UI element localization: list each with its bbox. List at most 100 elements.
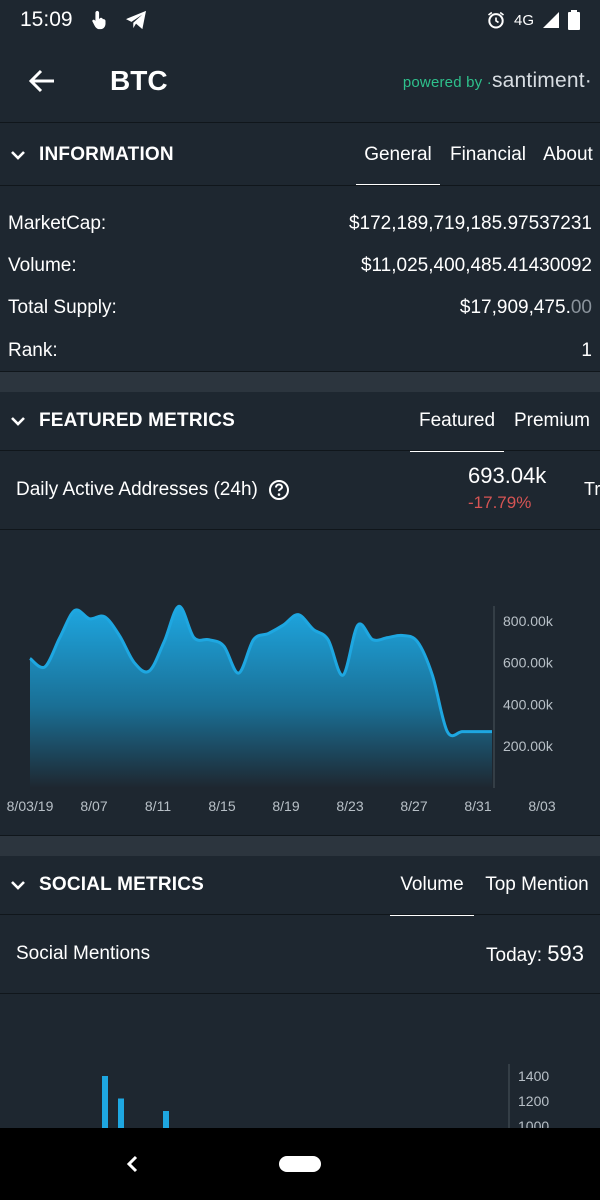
info-label: Total Supply:: [8, 296, 117, 318]
social-bar: [102, 1076, 108, 1128]
hand-gesture-icon: [91, 10, 106, 30]
chevron-down-icon: [11, 151, 25, 160]
brand-name: santiment·: [491, 69, 592, 92]
powered-by-badge[interactable]: powered by ·santiment·: [403, 69, 592, 93]
metric-change: -17.79%: [468, 493, 532, 512]
metric-overflow-text: Tr: [584, 479, 600, 499]
x-tick-label: 8/15: [208, 798, 235, 814]
social-y-tick-label: 1200: [518, 1093, 549, 1109]
divider: [0, 450, 600, 451]
information-section-header: INFORMATION General Financial About: [0, 124, 600, 186]
divider: [0, 122, 600, 123]
info-value: $11,025,400,485.41430092: [360, 254, 592, 276]
status-bar: 15:09 4G: [0, 0, 600, 40]
nav-home-button[interactable]: [279, 1156, 321, 1172]
social-bar: [163, 1111, 169, 1128]
y-tick-label: 800.00k: [503, 613, 554, 629]
information-tabs: General Financial About: [356, 124, 600, 186]
collapse-social-button[interactable]: [0, 880, 36, 890]
info-value: $17,909,475.00: [460, 297, 592, 319]
x-tick-label: 8/03/19: [7, 798, 54, 814]
signal-icon: [543, 12, 559, 28]
x-tick-label: 8/23: [336, 798, 363, 814]
status-time: 15:09: [20, 8, 73, 31]
nav-back-icon[interactable]: [120, 1148, 144, 1180]
featured-tabs: Featured Premium: [410, 390, 600, 452]
network-type: 4G: [513, 11, 534, 29]
info-value-decimals: 00: [570, 296, 592, 318]
arrow-left-icon: [28, 69, 54, 93]
back-button[interactable]: [0, 40, 84, 122]
x-tick-label: 8/11: [145, 798, 171, 814]
info-row-marketcap: MarketCap: $172,189,719,185.97537231: [0, 203, 600, 244]
social-tabs: Volume Top Mention: [390, 854, 600, 916]
tab-about[interactable]: About: [543, 144, 593, 165]
info-row-total-supply: Total Supply: $17,909,475.00: [0, 287, 600, 328]
divider: [0, 835, 600, 836]
y-tick-label: 400.00k: [503, 696, 554, 712]
area-fill: [30, 606, 492, 788]
divider: [0, 529, 600, 530]
x-tick-label: 8/03: [528, 798, 555, 814]
social-bar: [118, 1098, 124, 1128]
info-label: Volume:: [8, 254, 77, 276]
battery-icon: [568, 10, 580, 30]
metric-row[interactable]: Daily Active Addresses (24h) 693.04k -17…: [0, 451, 600, 529]
alarm-icon: [487, 11, 504, 29]
section-gap: [0, 836, 600, 856]
info-value: 1: [581, 339, 592, 361]
tab-general[interactable]: General: [356, 124, 440, 186]
info-label: MarketCap:: [8, 212, 107, 234]
info-label: Rank:: [8, 339, 58, 361]
page-title: BTC: [110, 65, 168, 96]
x-tick-label: 8/07: [80, 798, 107, 814]
info-row-volume: Volume: $11,025,400,485.41430092: [0, 245, 600, 286]
y-tick-label: 600.00k: [503, 655, 554, 671]
x-tick-label: 8/31: [464, 798, 491, 814]
metric-label: Daily Active Addresses (24h): [16, 479, 258, 500]
x-tick-label: 8/19: [272, 798, 299, 814]
telegram-icon: [125, 10, 146, 30]
social-chart-svg: 1400 1200 1000: [102, 1064, 549, 1128]
social-y-tick-label: 1000: [518, 1118, 549, 1128]
tab-financial[interactable]: Financial: [449, 144, 527, 165]
tab-premium[interactable]: Premium: [513, 410, 590, 431]
tab-top-mention[interactable]: Top Mention: [485, 874, 589, 895]
x-tick-label: 8/27: [400, 798, 427, 814]
system-nav-bar: [0, 1128, 600, 1200]
featured-section-header: FEATURED METRICS Featured Premium: [0, 390, 600, 452]
featured-title: FEATURED METRICS: [39, 410, 236, 431]
chevron-down-icon: [11, 417, 25, 426]
divider: [0, 993, 600, 994]
social-y-tick-label: 1400: [518, 1068, 549, 1084]
social-mentions-chart[interactable]: 1400 1200 1000: [0, 994, 600, 1128]
social-mentions-row: Social Mentions Today: 593: [0, 915, 600, 993]
info-row-rank: Rank: 1: [0, 330, 600, 371]
social-title: SOCIAL METRICS: [39, 874, 205, 895]
divider: [0, 914, 600, 915]
chevron-down-icon: [11, 881, 25, 890]
social-mentions-label: Social Mentions: [16, 943, 151, 964]
information-title: INFORMATION: [39, 144, 174, 165]
series-line: [29, 604, 492, 738]
app-header: BTC powered by ·santiment·: [0, 40, 600, 122]
divider: [0, 185, 600, 186]
social-section-header: SOCIAL METRICS Volume Top Mention: [0, 854, 600, 916]
tab-featured[interactable]: Featured: [410, 390, 504, 452]
y-tick-label: 200.00k: [503, 738, 554, 754]
social-today-value: 593: [547, 941, 584, 966]
info-value-main: $17,909,475.: [459, 296, 571, 318]
tab-volume[interactable]: Volume: [390, 854, 474, 916]
info-value: $172,189,719,185.97537231: [348, 212, 592, 234]
powered-by-text: powered by ·: [402, 74, 492, 91]
area-chart-svg: 800.00k 600.00k 400.00k 200.00k 8/03/19 8/07 8…: [7, 604, 556, 814]
metric-value: 693.04k: [468, 463, 547, 488]
help-icon[interactable]: [268, 479, 290, 501]
social-today: Today: 593: [486, 941, 584, 967]
section-gap: [0, 372, 600, 392]
social-today-label: Today:: [486, 945, 548, 966]
divider: [0, 371, 600, 372]
collapse-information-button[interactable]: [0, 150, 36, 160]
collapse-featured-button[interactable]: [0, 416, 36, 426]
daily-active-addresses-chart[interactable]: 800.00k 600.00k 400.00k 200.00k 8/03/19 8/07 8…: [0, 530, 600, 835]
